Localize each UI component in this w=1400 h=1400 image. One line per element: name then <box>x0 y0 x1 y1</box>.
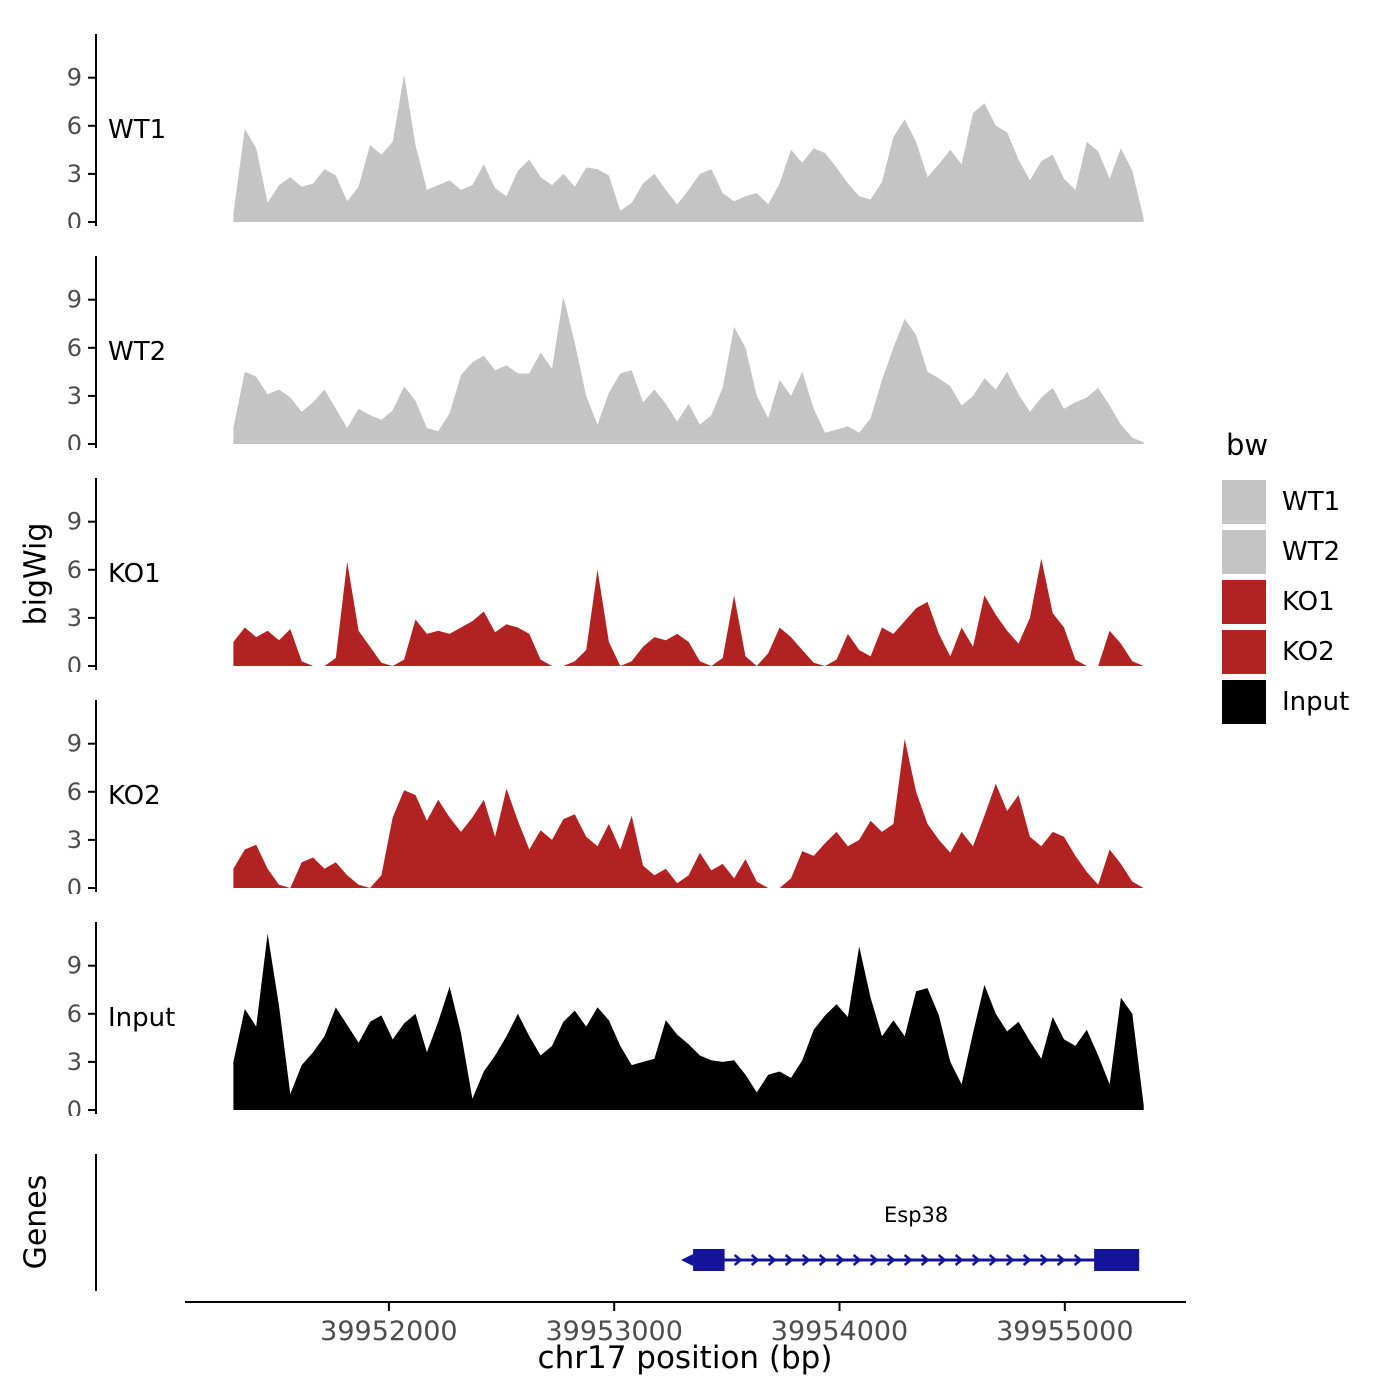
track-label-ko2: KO2 <box>108 781 161 811</box>
track-panel-wt2: 0 3 6 9 WT2 <box>67 256 1144 450</box>
strand-arrow-icon <box>1039 1254 1049 1266</box>
coverage-area-ko1 <box>233 558 1144 666</box>
y-tick-label: 3 <box>67 1048 82 1076</box>
track-label-input: Input <box>108 1003 175 1033</box>
y-tick-label: 3 <box>67 160 82 188</box>
x-axis-panel: 39952000 39953000 39954000 39955000 <box>185 1301 1186 1347</box>
track-panel-wt1: 0 3 6 9 WT1 <box>67 34 1144 228</box>
legend-swatch-icon <box>1222 680 1266 724</box>
strand-arrow-icon <box>920 1254 930 1266</box>
track-label-wt1: WT1 <box>108 115 166 145</box>
strand-arrow-icon <box>784 1254 794 1266</box>
x-tick-label: 39952000 <box>320 1316 457 1347</box>
legend-swatch-icon <box>1222 530 1266 574</box>
coverage-area-wt2 <box>233 296 1144 444</box>
strand-arrow-icon <box>835 1254 845 1266</box>
legend-entry-ko1: KO1 <box>1222 580 1349 624</box>
strand-arrow-icon <box>971 1254 981 1266</box>
y-tick-label: 6 <box>67 556 82 584</box>
gene-exon <box>1094 1249 1140 1271</box>
legend-entries: WT1 WT2 KO1 KO2 Input <box>1222 480 1349 724</box>
y-tick-label: 9 <box>67 730 82 758</box>
strand-arrow-icon <box>733 1254 743 1266</box>
track-label-ko1: KO1 <box>108 559 161 589</box>
legend-entry-wt2: WT2 <box>1222 530 1349 574</box>
y-tick-label: 0 <box>67 1096 82 1116</box>
y-tick-label: 6 <box>67 778 82 806</box>
y-tick-label: 0 <box>67 874 82 894</box>
legend: bw WT1 WT2 KO1 KO2 Input <box>1222 428 1349 730</box>
legend-entry-label: Input <box>1282 687 1350 717</box>
legend-entry-label: WT2 <box>1282 537 1341 567</box>
strand-arrow-icon <box>1056 1254 1066 1266</box>
gene-exon <box>693 1249 725 1271</box>
y-tick-label: 9 <box>67 508 82 536</box>
coverage-area-wt1 <box>233 74 1144 222</box>
gene-name-label: Esp38 <box>884 1203 948 1227</box>
strand-arrow-icon <box>1005 1254 1015 1266</box>
y-tick-label: 3 <box>67 604 82 632</box>
y-tick-label: 6 <box>67 334 82 362</box>
track-panel-input: 0 3 6 9 Input <box>67 922 1144 1116</box>
strand-arrow-icon <box>1022 1254 1032 1266</box>
strand-arrow-icon <box>767 1254 777 1266</box>
y-tick-label: 6 <box>67 112 82 140</box>
y-tick-label: 6 <box>67 1000 82 1028</box>
y-tick-label: 3 <box>67 826 82 854</box>
strand-arrow-icon <box>750 1254 760 1266</box>
strand-arrow-icon <box>1073 1254 1083 1266</box>
legend-entry-label: WT1 <box>1282 487 1341 517</box>
x-axis-title: chr17 position (bp) <box>537 1340 833 1376</box>
track-label-wt2: WT2 <box>108 337 166 367</box>
legend-entry-label: KO1 <box>1282 587 1335 617</box>
strand-arrow-icon <box>988 1254 998 1266</box>
y-axis-label-genes: Genes <box>18 1174 54 1270</box>
gene-end-arrow-icon <box>681 1254 694 1266</box>
y-tick-label: 0 <box>67 208 82 228</box>
legend-entry-wt1: WT1 <box>1222 480 1349 524</box>
legend-entry-label: KO2 <box>1282 637 1335 667</box>
x-tick-label: 39954000 <box>771 1316 908 1347</box>
genes-panel: Esp38 <box>95 1154 1140 1291</box>
legend-swatch-icon <box>1222 580 1266 624</box>
strand-arrow-icon <box>886 1254 896 1266</box>
coverage-area-ko2 <box>233 738 1144 888</box>
legend-title: bw <box>1226 428 1269 462</box>
y-tick-label: 0 <box>67 652 82 672</box>
strand-arrow-icon <box>869 1254 879 1266</box>
strand-arrow-icon <box>801 1254 811 1266</box>
legend-swatch-icon <box>1222 630 1266 674</box>
legend-entry-ko2: KO2 <box>1222 630 1349 674</box>
y-tick-label: 0 <box>67 430 82 450</box>
y-axis-label-bigwig: bigWig <box>18 522 54 626</box>
track-panel-ko1: 0 3 6 9 KO1 <box>67 478 1144 672</box>
legend-swatch-icon <box>1222 480 1266 524</box>
legend-entry-input: Input <box>1222 680 1349 724</box>
strand-arrow-icon <box>954 1254 964 1266</box>
y-tick-label: 9 <box>67 952 82 980</box>
x-tick-label: 39955000 <box>996 1316 1133 1347</box>
coverage-area-input <box>233 933 1144 1110</box>
y-tick-label: 9 <box>67 64 82 92</box>
y-tick-label: 3 <box>67 382 82 410</box>
x-tick-label: 39953000 <box>545 1316 682 1347</box>
strand-arrow-icon <box>937 1254 947 1266</box>
y-tick-label: 9 <box>67 286 82 314</box>
strand-arrow-icon <box>818 1254 828 1266</box>
track-panel-ko2: 0 3 6 9 KO2 <box>67 700 1144 894</box>
strand-arrow-icon <box>852 1254 862 1266</box>
strand-arrow-icon <box>903 1254 913 1266</box>
